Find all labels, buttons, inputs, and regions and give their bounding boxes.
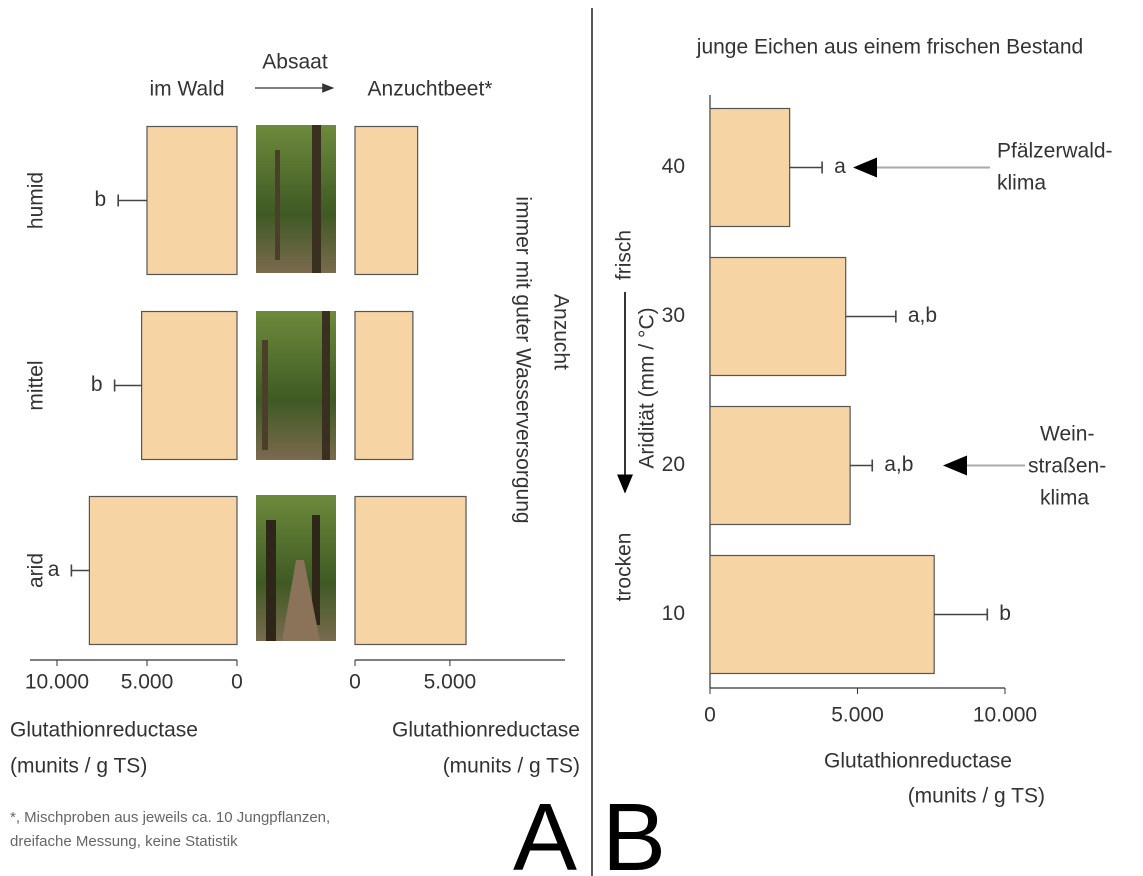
annotation: Wein- xyxy=(1040,423,1094,446)
x-tick-label: 10.000 xyxy=(25,671,89,694)
category-label: 10 xyxy=(662,602,685,625)
bar xyxy=(709,554,935,675)
x-axis-label: Glutathionreductase xyxy=(824,750,1012,773)
bar xyxy=(709,256,847,377)
side-label: Anzucht xyxy=(549,294,572,370)
significance-label: a,b xyxy=(884,453,913,476)
significance-label: a xyxy=(834,155,846,178)
significance-label: b xyxy=(999,602,1011,625)
x-axis-label: Glutathionreductase xyxy=(10,719,198,742)
chart-title: im Wald xyxy=(149,78,224,101)
x-tick-label: 5.000 xyxy=(424,671,477,694)
side-label: immer mit guter Wasserversorgung xyxy=(511,196,534,523)
x-axis-label: Glutathionreductase xyxy=(392,719,580,742)
footnote: *, Mischproben aus jeweils ca. 10 Jungpf… xyxy=(10,809,330,826)
x-tick-label: 0 xyxy=(231,671,243,694)
bar xyxy=(88,495,238,646)
significance-label: a xyxy=(48,558,60,581)
chart-title: junge Eichen aus einem frischen Bestand xyxy=(696,36,1083,59)
bar xyxy=(354,495,467,646)
bar xyxy=(709,107,791,228)
x-tick-label: 0 xyxy=(704,704,716,727)
x-axis-label: (munits / g TS) xyxy=(10,755,147,778)
y-axis-label: Aridität (mm / °C) xyxy=(636,307,659,468)
annotation: Pfälzerwald- xyxy=(997,140,1113,163)
x-tick-label: 5.000 xyxy=(121,671,174,694)
category-label: mittel xyxy=(25,360,48,410)
x-tick-label: 0 xyxy=(349,671,361,694)
bar xyxy=(354,310,414,461)
annotation: klima xyxy=(1040,487,1089,510)
y-direction-label: trocken xyxy=(613,533,636,602)
significance-label: b xyxy=(95,188,107,211)
bar xyxy=(146,125,238,276)
panel-label: B xyxy=(602,784,666,876)
category-label: humid xyxy=(25,172,48,229)
sowing-label: Absaat xyxy=(262,51,328,74)
x-axis-label: (munits / g TS) xyxy=(443,755,580,778)
category-label: 20 xyxy=(662,453,685,476)
significance-label: b xyxy=(91,373,103,396)
annotation: straßen- xyxy=(1028,455,1106,478)
bar xyxy=(141,310,238,461)
category-label: arid xyxy=(25,553,48,588)
significance-label: a,b xyxy=(908,304,937,327)
bar xyxy=(709,405,851,526)
panel-label: A xyxy=(513,784,577,876)
category-label: 40 xyxy=(662,155,685,178)
bar xyxy=(354,125,419,276)
y-direction-label: frisch xyxy=(613,230,636,280)
chart-title: Anzuchtbeet* xyxy=(368,78,493,101)
footnote: dreifache Messung, keine Statistik xyxy=(10,833,238,850)
x-tick-label: 10.000 xyxy=(973,704,1037,727)
forest-photos xyxy=(256,125,336,641)
annotation: klima xyxy=(997,172,1046,195)
category-label: 30 xyxy=(662,304,685,327)
x-axis-label: (munits / g TS) xyxy=(908,785,1045,808)
x-tick-label: 5.000 xyxy=(831,704,884,727)
